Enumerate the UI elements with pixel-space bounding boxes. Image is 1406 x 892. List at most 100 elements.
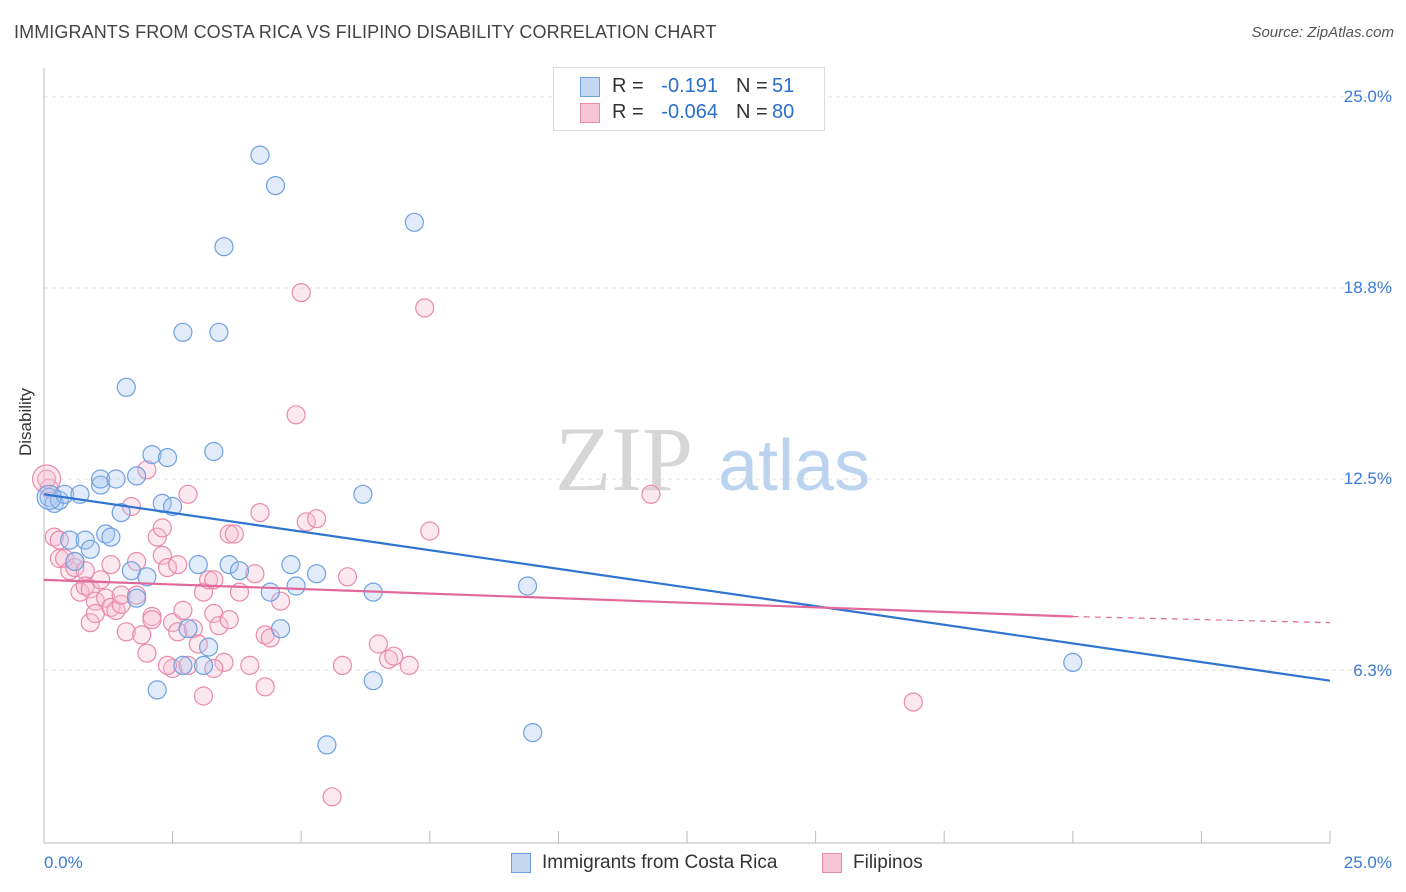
y-tick-label: 25.0%	[1343, 87, 1392, 106]
grid-lines	[44, 96, 1395, 671]
legend-r-label: R =	[612, 101, 644, 123]
correlation-legend: R = -0.191 N = 51 R = -0.064 N = 80	[553, 67, 825, 131]
point-filipinos	[157, 655, 178, 676]
point-filipinos	[137, 460, 157, 480]
point-filipinos	[224, 524, 244, 544]
trend-line-costa-rica	[43, 493, 1331, 682]
point-filipinos	[178, 484, 198, 504]
point-costa-rica	[229, 561, 250, 581]
point-filipinos	[337, 567, 358, 587]
point-filipinos	[199, 570, 219, 590]
y-tick-label: 18.8%	[1343, 278, 1392, 297]
point-filipinos	[379, 649, 399, 669]
point-filipinos	[214, 652, 234, 673]
watermark: ZIP atlas	[555, 408, 870, 510]
point-costa-rica	[219, 554, 239, 575]
point-costa-rica	[250, 145, 270, 165]
trend-line-filipinos-extension	[1072, 615, 1331, 624]
x-tick-max: 25.0%	[1343, 853, 1392, 872]
bottom-legend-swatch-pink	[822, 853, 842, 873]
point-filipinos	[903, 692, 923, 712]
point-costa-rica	[147, 680, 167, 700]
point-filipinos	[183, 619, 203, 639]
point-costa-rica	[127, 588, 147, 608]
y-tick-label: 6.3%	[1353, 661, 1392, 680]
series-filipinos	[31, 283, 923, 807]
bottom-legend-label: Filipinos	[853, 852, 923, 873]
legend-n-label: N =	[736, 101, 768, 123]
point-costa-rica	[1063, 652, 1083, 673]
point-filipinos	[641, 484, 661, 504]
point-costa-rica	[65, 551, 85, 572]
point-filipinos	[291, 283, 311, 303]
legend-r-value: -0.064	[661, 101, 718, 123]
source-label: Source: ZipAtlas.com	[1251, 24, 1394, 41]
point-filipinos	[250, 502, 270, 523]
point-filipinos	[420, 521, 440, 541]
point-costa-rica	[307, 564, 327, 584]
point-costa-rica	[404, 212, 424, 232]
point-filipinos	[49, 548, 70, 569]
point-filipinos	[152, 545, 172, 566]
point-filipinos	[307, 509, 327, 529]
point-costa-rica	[523, 722, 543, 743]
point-filipinos	[36, 469, 57, 489]
point-costa-rica	[188, 554, 208, 575]
point-costa-rica	[193, 655, 214, 676]
legend-swatch-blue	[580, 77, 600, 97]
point-filipinos	[322, 787, 342, 807]
trend-lines	[43, 493, 1331, 682]
y-axis-title: Disability	[16, 387, 35, 456]
point-filipinos	[173, 600, 193, 621]
point-costa-rica	[157, 448, 178, 468]
point-filipinos	[255, 677, 275, 697]
point-filipinos	[106, 600, 126, 621]
point-filipinos	[193, 686, 214, 706]
point-filipinos	[137, 643, 157, 663]
point-costa-rica	[353, 484, 373, 504]
bottom-legend-label: Immigrants from Costa Rica	[542, 852, 778, 873]
point-costa-rica	[178, 619, 198, 639]
point-costa-rica	[163, 496, 183, 517]
point-costa-rica	[214, 237, 234, 257]
point-filipinos	[368, 634, 388, 654]
point-costa-rica	[96, 524, 116, 544]
legend-r-value: -0.191	[661, 75, 718, 97]
point-filipinos	[245, 564, 265, 584]
point-filipinos	[90, 570, 111, 590]
point-filipinos	[80, 612, 100, 633]
y-tick-label: 12.5%	[1343, 469, 1392, 488]
x-tick-min: 0.0%	[44, 853, 83, 872]
point-filipinos	[240, 655, 260, 676]
point-filipinos	[219, 524, 239, 544]
chart-title: IMMIGRANTS FROM COSTA RICA VS FILIPINO D…	[14, 22, 717, 42]
point-costa-rica	[142, 445, 162, 465]
legend-n-label: N =	[736, 75, 768, 97]
point-costa-rica	[60, 530, 80, 550]
point-filipinos	[142, 609, 162, 630]
point-costa-rica	[271, 619, 291, 639]
point-filipinos	[147, 527, 167, 547]
point-costa-rica	[101, 527, 121, 547]
legend-n-value: 51	[772, 75, 795, 97]
bottom-legend-swatch-blue	[511, 853, 531, 873]
point-filipinos	[219, 609, 239, 630]
point-costa-rica	[75, 530, 95, 550]
point-costa-rica	[317, 735, 337, 755]
point-filipinos	[399, 655, 419, 676]
point-filipinos	[101, 554, 121, 575]
point-filipinos	[332, 655, 352, 676]
point-costa-rica	[260, 582, 280, 602]
point-costa-rica	[286, 576, 306, 596]
point-filipinos	[193, 582, 214, 602]
point-costa-rica	[281, 554, 301, 575]
point-costa-rica	[137, 567, 157, 587]
point-filipinos	[204, 570, 224, 590]
point-filipinos	[384, 646, 404, 666]
legend-swatch-pink	[580, 103, 600, 123]
point-filipinos	[152, 518, 172, 538]
point-costa-rica	[363, 671, 383, 691]
watermark-atlas: atlas	[718, 426, 870, 506]
point-costa-rica	[111, 502, 131, 523]
